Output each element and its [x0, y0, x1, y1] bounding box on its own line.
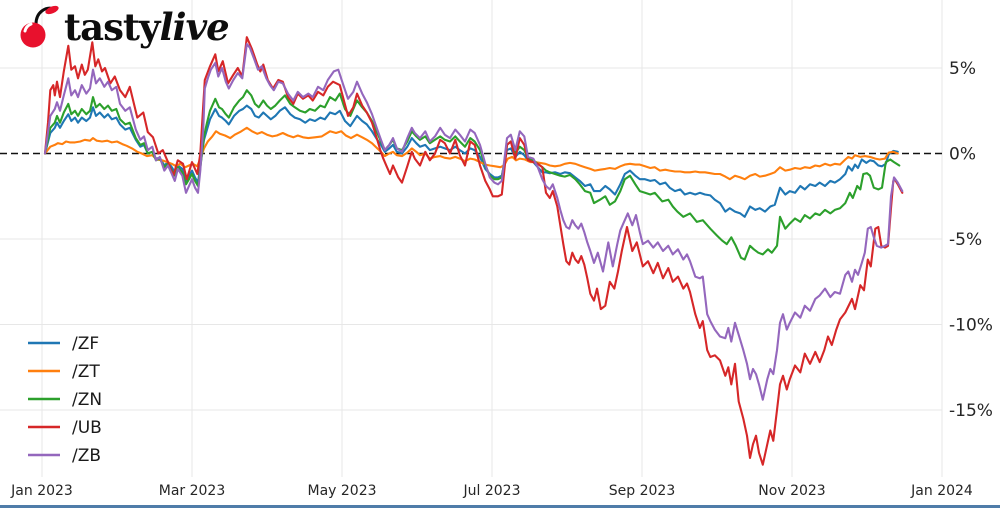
legend-label-zn: /ZN [72, 390, 102, 410]
x-tick-label: Jul 2023 [463, 483, 521, 499]
y-tick-label: 0% [949, 145, 976, 165]
series-line-ub [43, 36, 904, 466]
x-tick-label: Mar 2023 [159, 483, 226, 499]
legend-label-zt: /ZT [72, 362, 100, 382]
x-tick-label: Sep 2023 [609, 483, 675, 499]
y-tick-label: -5% [949, 230, 982, 250]
bottom-border-strip [0, 505, 1000, 508]
series-line-zb [43, 43, 904, 401]
y-tick-label: -10% [949, 316, 993, 336]
legend-label-zb: /ZB [72, 446, 101, 466]
y-tick-label: 5% [949, 59, 976, 79]
legend-label-ub: /UB [72, 418, 102, 438]
series-line-zf [43, 104, 899, 218]
series-line-zt [43, 126, 899, 181]
x-tick-label: Jan 2024 [910, 483, 973, 499]
x-tick-label: May 2023 [307, 483, 376, 499]
x-tick-label: Nov 2023 [758, 483, 825, 499]
y-tick-label: -15% [949, 401, 993, 421]
legend-label-zf: /ZF [72, 334, 99, 354]
x-tick-label: Jan 2023 [10, 483, 73, 499]
